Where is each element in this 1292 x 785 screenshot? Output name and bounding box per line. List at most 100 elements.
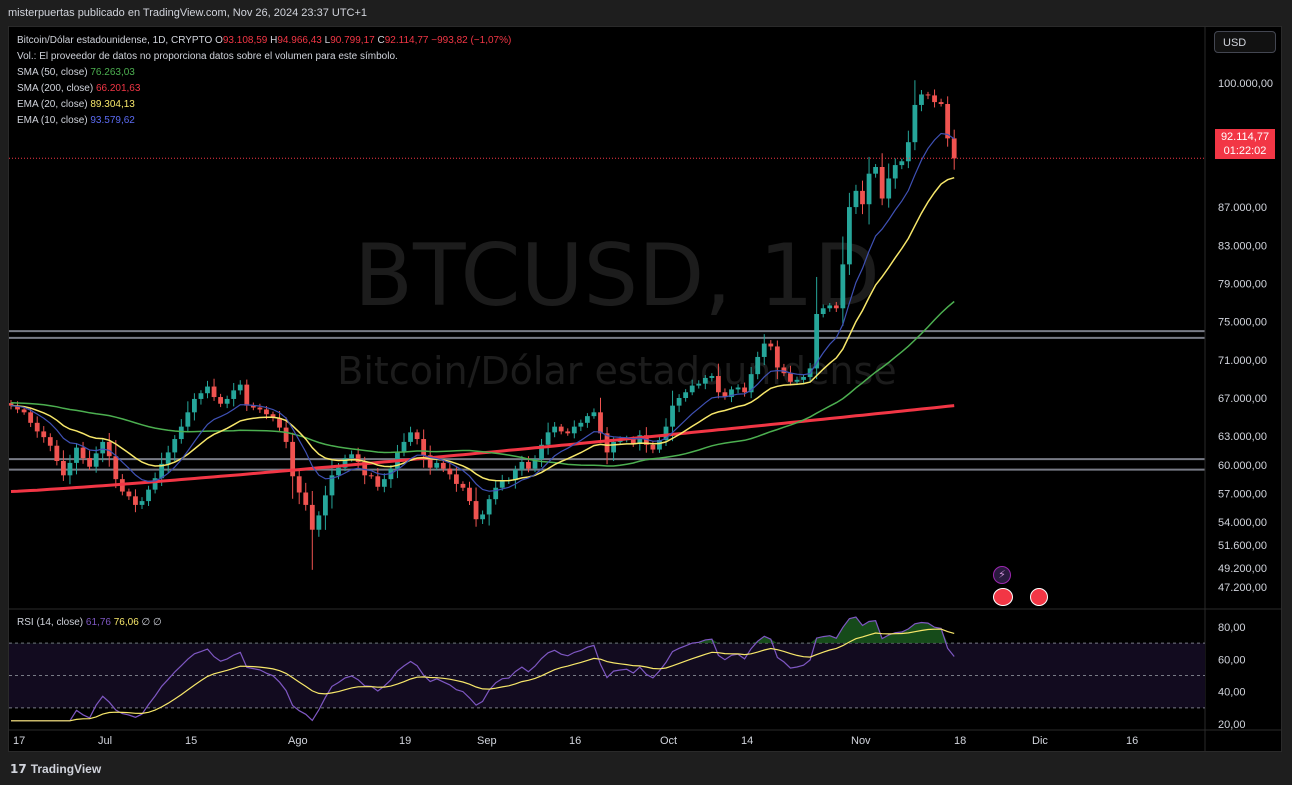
candle-body xyxy=(15,405,20,410)
candle-body xyxy=(336,467,341,476)
candle-body xyxy=(61,461,66,476)
candle-body xyxy=(794,379,800,382)
indicator-sma200[interactable]: SMA (200, close) 66.201,63 xyxy=(17,81,511,97)
candle-body xyxy=(696,383,702,386)
candle-body xyxy=(34,422,40,432)
candle-body xyxy=(480,514,485,520)
brand-footer[interactable]: 𝟭𝟳 TradingView xyxy=(10,762,101,776)
time-tick-label: 14 xyxy=(741,735,753,747)
candle-body xyxy=(303,492,309,505)
rsi-overbought-fill xyxy=(11,617,955,644)
candle-body xyxy=(323,495,328,516)
rsi-value: 61,76 xyxy=(85,617,111,628)
rsi-label: RSI (14, close) xyxy=(17,617,84,628)
candle-body xyxy=(899,161,905,166)
candle-body xyxy=(833,305,839,309)
candle-body xyxy=(493,487,499,500)
us-flag-icon[interactable] xyxy=(993,588,1013,606)
candle-body xyxy=(264,409,269,415)
rsi-tick-label: 60,00 xyxy=(1218,654,1246,666)
candle-body xyxy=(205,386,210,394)
candle-body xyxy=(879,167,885,199)
last-price-badge: 92.114,77 01:22:02 xyxy=(1215,129,1275,159)
watermark-name: Bitcoin/Dólar estadounidense xyxy=(337,349,896,393)
candle-body xyxy=(100,441,106,454)
candle-body xyxy=(473,501,479,520)
price-tick-label: 51.600,00 xyxy=(1218,540,1267,552)
candle-body xyxy=(74,447,79,463)
indicator-sma50[interactable]: SMA (50, close) 76.263,03 xyxy=(17,65,511,81)
time-tick-label: Nov xyxy=(851,735,871,747)
candle-body xyxy=(47,437,53,446)
candle-body xyxy=(689,385,695,393)
candle-body xyxy=(919,94,924,105)
time-tick-label: Ago xyxy=(288,735,308,747)
time-tick-label: 17 xyxy=(13,735,25,747)
candle-body xyxy=(801,377,806,380)
candle-body xyxy=(932,95,937,103)
indicator-value: 89.304,13 xyxy=(90,99,135,110)
rsi-legend[interactable]: RSI (14, close) 61,76 76,06 ∅ ∅ xyxy=(17,617,162,628)
candle-body xyxy=(126,491,132,497)
candle-body xyxy=(873,167,878,174)
candle-body xyxy=(381,479,387,487)
chart-frame[interactable]: BTCUSD, 1D Bitcoin/Dólar estadounidense 10… xyxy=(8,26,1282,752)
rsi-ma-line xyxy=(11,628,955,722)
sma50-line xyxy=(10,300,955,467)
indicator-ema20[interactable]: EMA (20, close) 89.304,13 xyxy=(17,97,511,113)
us-flag-icon[interactable] xyxy=(1030,588,1048,606)
time-tick-label: Dic xyxy=(1032,735,1048,747)
candle-body xyxy=(578,422,584,427)
price-tick-label: 49.200,00 xyxy=(1218,563,1267,575)
candle-body xyxy=(565,431,571,434)
candle-body xyxy=(447,468,453,475)
candle-body xyxy=(820,308,826,314)
price-tick-label: 79.000,00 xyxy=(1218,278,1267,290)
candle-body xyxy=(657,440,662,450)
high-value: 94.966,43 xyxy=(277,35,322,46)
candle-body xyxy=(270,414,276,419)
candle-body xyxy=(152,478,158,490)
candle-body xyxy=(231,390,237,399)
rsi-tick-label: 20,00 xyxy=(1218,719,1246,731)
price-tick-label: 60.000,00 xyxy=(1218,460,1267,472)
price-tick-label: 57.000,00 xyxy=(1218,488,1267,500)
candle-body xyxy=(814,314,820,369)
candle-body xyxy=(539,444,544,460)
time-tick-label: Jul xyxy=(98,735,112,747)
chart-canvas[interactable]: BTCUSD, 1D Bitcoin/Dólar estadounidense 10… xyxy=(9,27,1282,752)
event-flash-icon[interactable]: ⚡ xyxy=(993,566,1011,584)
candle-body xyxy=(440,462,446,469)
price-tick-label: 67.000,00 xyxy=(1218,393,1267,405)
candle-body xyxy=(329,475,335,496)
candle-body xyxy=(93,453,99,467)
candle-body xyxy=(349,454,354,459)
candle-body xyxy=(28,412,34,423)
high-label: H xyxy=(270,35,278,46)
candle-body xyxy=(408,432,413,442)
candle-body xyxy=(283,427,289,442)
currency-selector[interactable]: USD xyxy=(1214,31,1276,53)
candle-body xyxy=(591,412,597,417)
candle-body xyxy=(224,398,230,404)
open-label: O xyxy=(215,35,223,46)
rsi-extra-2: ∅ xyxy=(153,617,162,628)
candle-body xyxy=(604,433,610,453)
candle-body xyxy=(172,439,178,453)
candle-body xyxy=(106,441,112,457)
candle-body xyxy=(840,264,846,309)
candle-body xyxy=(630,439,636,444)
price-tick-label: 87.000,00 xyxy=(1218,202,1267,214)
candle-body xyxy=(905,142,911,162)
price-tick-label: 75.000,00 xyxy=(1218,317,1267,329)
indicator-ema10[interactable]: EMA (10, close) 93.579,62 xyxy=(17,113,511,129)
candle-body xyxy=(650,444,656,450)
time-tick-label: 19 xyxy=(399,735,411,747)
candle-body xyxy=(67,462,73,476)
last-price-value: 92.114,77 xyxy=(1220,131,1270,143)
symbol-name[interactable]: Bitcoin/Dólar estadounidense, 1D, CRYPTO xyxy=(17,35,213,46)
candle-body xyxy=(847,207,852,265)
candle-body xyxy=(912,104,918,143)
volume-note: Vol.: El proveedor de datos no proporcio… xyxy=(17,51,398,62)
ohlc-row: Bitcoin/Dólar estadounidense, 1D, CRYPTO… xyxy=(17,33,511,49)
